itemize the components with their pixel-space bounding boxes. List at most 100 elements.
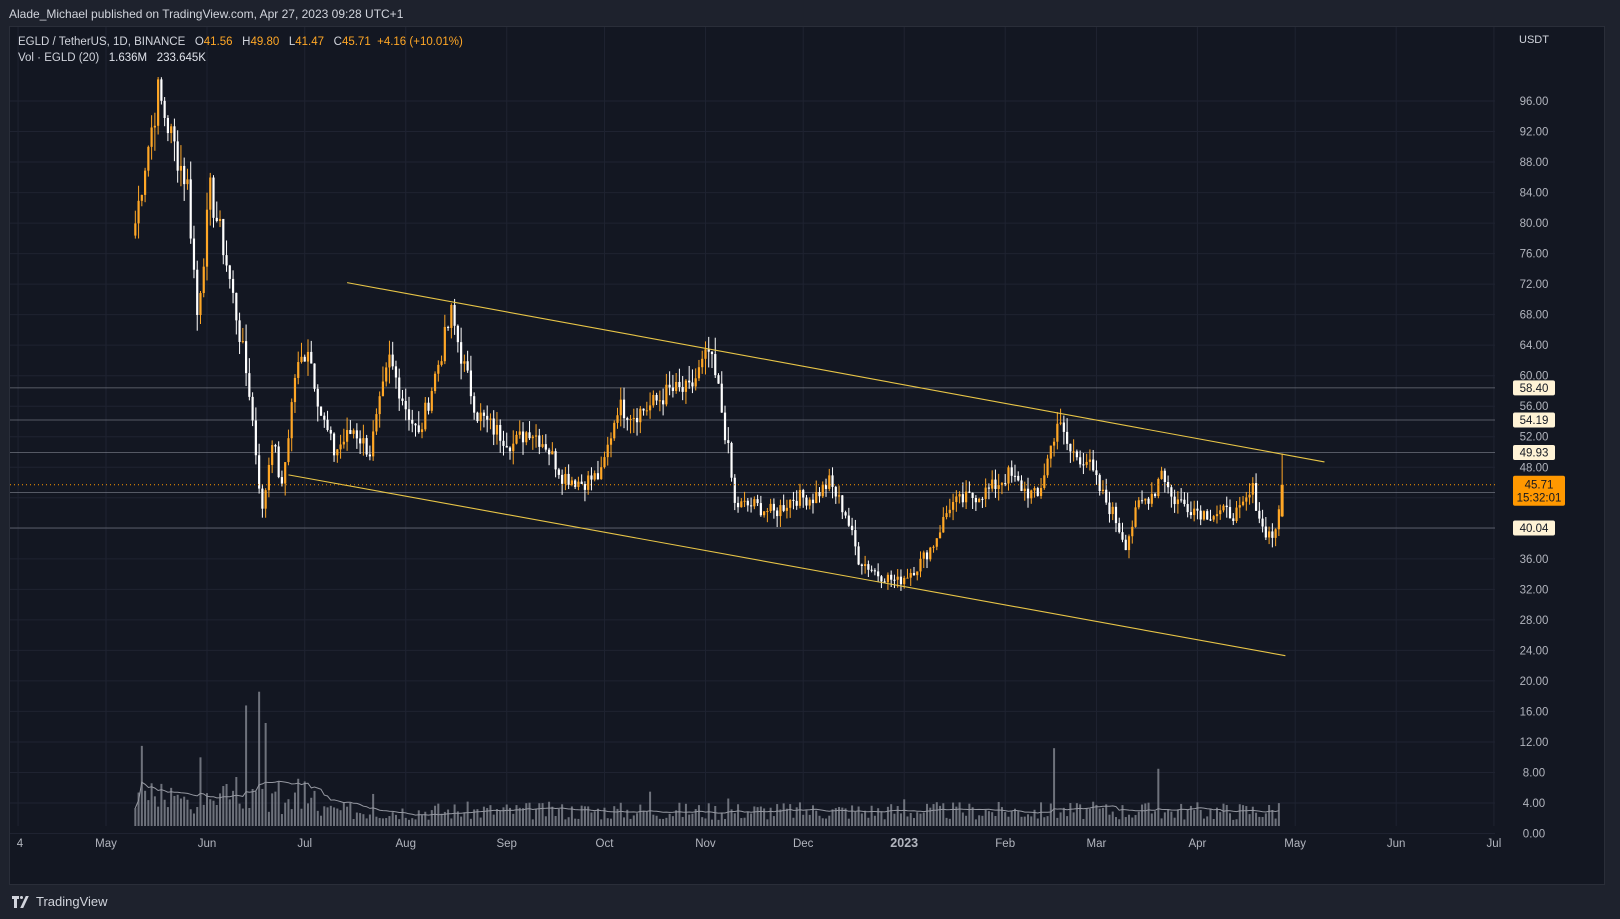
tradingview-logo[interactable]: TradingView [12,894,108,909]
volume-bar [1163,812,1166,826]
volume-bar [398,819,401,826]
volume-bar [1023,816,1026,826]
volume-bar [808,814,811,826]
candle [684,380,688,392]
candle [277,446,280,478]
volume-bar [779,809,782,826]
candle [310,351,313,364]
close-label: C [333,36,342,48]
channel-upper-trendline[interactable] [346,282,1325,463]
volume-bar [870,805,873,826]
candle [652,394,655,406]
volume-bar [978,815,981,826]
volume-bar [303,781,306,826]
candle [925,552,929,560]
candle [561,474,564,484]
candle [244,341,248,374]
candle [1108,502,1111,515]
volume-bar [678,802,681,826]
candle [518,431,521,435]
volume-bar [984,809,987,826]
candle [202,266,205,294]
candle [701,358,704,368]
volume-bar [157,806,160,826]
candle [293,377,297,403]
candle [736,502,740,508]
volume-bar [906,816,909,826]
candle [1131,526,1134,537]
channel-lower-trendline[interactable] [288,474,1286,657]
candle [1150,493,1153,504]
volume-bar [1160,818,1163,826]
volume-bar [1183,819,1186,826]
volume-bar [1251,806,1254,826]
volume-bar [645,811,648,826]
volume-bar [652,814,655,826]
volume-bar [196,807,199,826]
volume-bar [414,819,417,826]
volume-bar [570,806,573,826]
volume-bar [1121,805,1124,826]
volume-bar [1111,811,1114,826]
volume-bar [245,705,248,826]
current-price-label: 45.71 [1525,480,1554,492]
volume-bar [424,811,427,826]
x-tick-label: Nov [695,838,716,850]
volume-bar [277,781,280,826]
volume-bar [1189,805,1192,826]
volume-bar [1030,816,1033,826]
level-label: 40.04 [1520,523,1549,535]
volume-bar [1137,811,1140,826]
volume-bar [352,819,355,826]
volume-bar [704,818,707,826]
volume-bar [1167,809,1170,826]
candle [938,532,942,539]
volume-bar [994,815,997,826]
candle [274,445,277,447]
candle [697,367,701,379]
candle [919,558,922,572]
symbol-label[interactable]: EGLD / TetherUS, 1D, BINANCE [18,36,186,48]
volume-bar [1235,819,1238,826]
volume-bar [623,817,626,826]
volume-bar [1147,802,1150,826]
volume-bar [531,819,534,826]
volume-bar [958,802,961,826]
volume-bar [1186,809,1189,826]
volume-bar [763,808,766,826]
candle [163,100,166,118]
candle [766,511,769,513]
x-tick-label: Jun [198,838,217,850]
volume-bar [297,778,300,826]
volume-bar [821,818,824,826]
high-value: 49.80 [250,36,280,48]
candle [254,420,257,456]
volume-bar [606,818,609,826]
volume-bar [776,804,779,826]
candle [323,415,326,420]
candle [544,444,547,450]
candle [1111,506,1114,515]
volume-bar [274,791,277,826]
candle [1124,539,1127,551]
volume-bar [1150,813,1153,826]
volume-indicator-label[interactable]: Vol · EGLD (20) [18,52,100,64]
candle [948,509,951,514]
candle [717,375,720,384]
change-value: +4.16 (+10.01%) [377,36,463,48]
volume-bar [248,807,251,826]
candle [951,502,955,510]
candle [1235,507,1238,522]
candle [740,501,743,508]
candle [909,572,912,578]
volume-bar [929,807,932,826]
volume-bar [629,818,632,826]
last-candle[interactable] [1280,484,1284,517]
volume-bar [987,811,990,826]
candle [306,351,310,362]
volume-bar [1157,768,1160,826]
candle [1238,505,1241,508]
candle [873,570,876,572]
volume-bar [991,812,994,826]
